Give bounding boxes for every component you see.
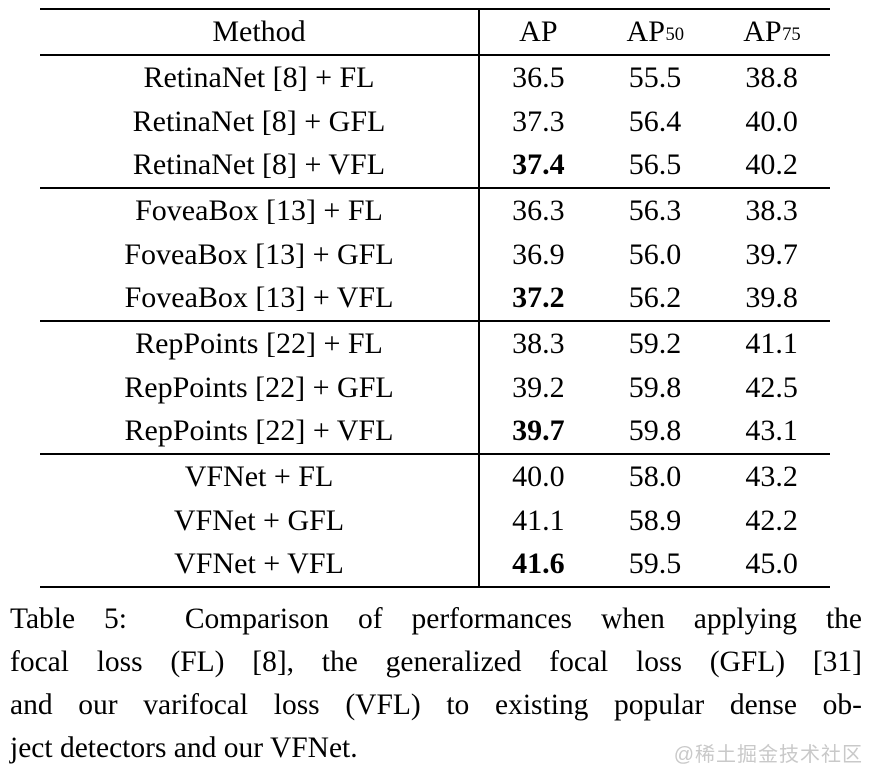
ap50-cell: 58.9 — [628, 503, 682, 537]
method-cell: VFNet + GFL — [40, 498, 480, 543]
ap-cell: 41.1 — [512, 503, 565, 537]
method-cell: FoveaBox [13] + VFL — [40, 276, 480, 321]
table-caption: Table 5: Comparison of performances when… — [10, 598, 862, 770]
ap-cell: 36.5 — [512, 60, 565, 94]
ap50-cell: 59.8 — [628, 414, 682, 448]
column-header-ap: AP — [519, 15, 558, 48]
method-cell: RepPoints [22] + FL — [40, 322, 480, 366]
results-table: Method AP AP 50 AP 75 RetinaNet [8] + FL 3… — [40, 8, 830, 589]
ap-cell: 36.3 — [512, 193, 565, 227]
ap75-cell: 38.3 — [745, 193, 798, 227]
table-row: FoveaBox [13] + VFL 37.2 56.2 39.8 — [40, 276, 830, 323]
ap-cell: 37.2 — [512, 281, 565, 315]
ap50-cell: 56.0 — [628, 237, 682, 271]
ap75-cell: 38.8 — [745, 60, 798, 94]
ap50-cell: 55.5 — [628, 60, 682, 94]
table-row: RetinaNet [8] + FL 36.5 55.5 38.8 — [40, 56, 830, 100]
ap-cell: 40.0 — [512, 460, 565, 494]
ap75-cell: 45.0 — [745, 547, 798, 581]
caption-line: Table 5: Comparison of performances when… — [10, 603, 862, 635]
ap-cell: 36.9 — [512, 237, 565, 271]
ap75-cell: 41.1 — [745, 326, 798, 360]
table-row: RepPoints [22] + VFL 39.7 59.8 43.1 — [40, 409, 830, 456]
ap50-cell: 56.5 — [628, 148, 682, 182]
ap50-cell: 59.2 — [628, 326, 682, 360]
ap-cell: 37.4 — [512, 148, 565, 182]
ap-cell: 37.3 — [512, 104, 565, 138]
method-cell: RetinaNet [8] + VFL — [40, 143, 480, 188]
table-row: VFNet + GFL 41.1 58.9 42.2 — [40, 498, 830, 543]
method-cell: VFNet + FL — [40, 455, 480, 499]
table-row: RetinaNet [8] + GFL 37.3 56.4 40.0 — [40, 99, 830, 144]
column-header-ap50: AP 50 — [626, 15, 685, 48]
method-cell: RetinaNet [8] + FL — [40, 56, 480, 100]
ap50-cell: 58.0 — [628, 460, 682, 494]
ap-cell: 41.6 — [512, 547, 565, 581]
table-body: RetinaNet [8] + FL 36.5 55.5 38.8 Retina… — [40, 56, 830, 587]
watermark: @稀土掘金技术社区 — [673, 744, 863, 766]
ap75-cell: 39.7 — [745, 237, 798, 271]
ap75-cell: 43.1 — [745, 414, 798, 448]
caption-line: and our varifocal loss (VFL) to existing… — [10, 689, 862, 721]
ap50-cell: 56.3 — [628, 193, 682, 227]
ap50-cell: 56.4 — [628, 104, 682, 138]
method-cell: RepPoints [22] + GFL — [40, 365, 480, 410]
ap-cell: 39.2 — [512, 370, 565, 404]
ap75-cell: 43.2 — [745, 460, 798, 494]
ap75-cell: 40.0 — [745, 104, 798, 138]
caption-line: ject detectors and our VFNet. — [10, 732, 358, 764]
method-cell: VFNet + VFL — [40, 542, 480, 587]
column-header-method: Method — [40, 10, 480, 54]
table-header-row: Method AP AP 50 AP 75 — [40, 10, 830, 56]
table-row: VFNet + VFL 41.6 59.5 45.0 — [40, 542, 830, 587]
column-header-ap75: AP 75 — [743, 15, 801, 48]
table-row: RepPoints [22] + GFL 39.2 59.8 42.5 — [40, 365, 830, 410]
table-row: RepPoints [22] + FL 38.3 59.2 41.1 — [40, 322, 830, 366]
ap75-cell: 40.2 — [745, 148, 798, 182]
ap-cell: 38.3 — [512, 326, 565, 360]
ap50-cell: 59.8 — [628, 370, 682, 404]
table-row: FoveaBox [13] + GFL 36.9 56.0 39.7 — [40, 232, 830, 277]
ap50-cell: 56.2 — [628, 281, 682, 315]
method-cell: FoveaBox [13] + GFL — [40, 232, 480, 277]
table-row: VFNet + FL 40.0 58.0 43.2 — [40, 455, 830, 499]
table-row: RetinaNet [8] + VFL 37.4 56.5 40.2 — [40, 143, 830, 190]
table-row: FoveaBox [13] + FL 36.3 56.3 38.3 — [40, 189, 830, 233]
ap75-cell: 42.5 — [745, 370, 798, 404]
ap50-cell: 59.5 — [628, 547, 682, 581]
ap75-cell: 42.2 — [745, 503, 798, 537]
method-cell: FoveaBox [13] + FL — [40, 189, 480, 233]
ap-cell: 39.7 — [512, 414, 565, 448]
ap75-cell: 39.8 — [745, 281, 798, 315]
caption-line: focal loss (FL) [8], the generalized foc… — [10, 646, 862, 678]
method-cell: RetinaNet [8] + GFL — [40, 99, 480, 144]
method-cell: RepPoints [22] + VFL — [40, 409, 480, 454]
